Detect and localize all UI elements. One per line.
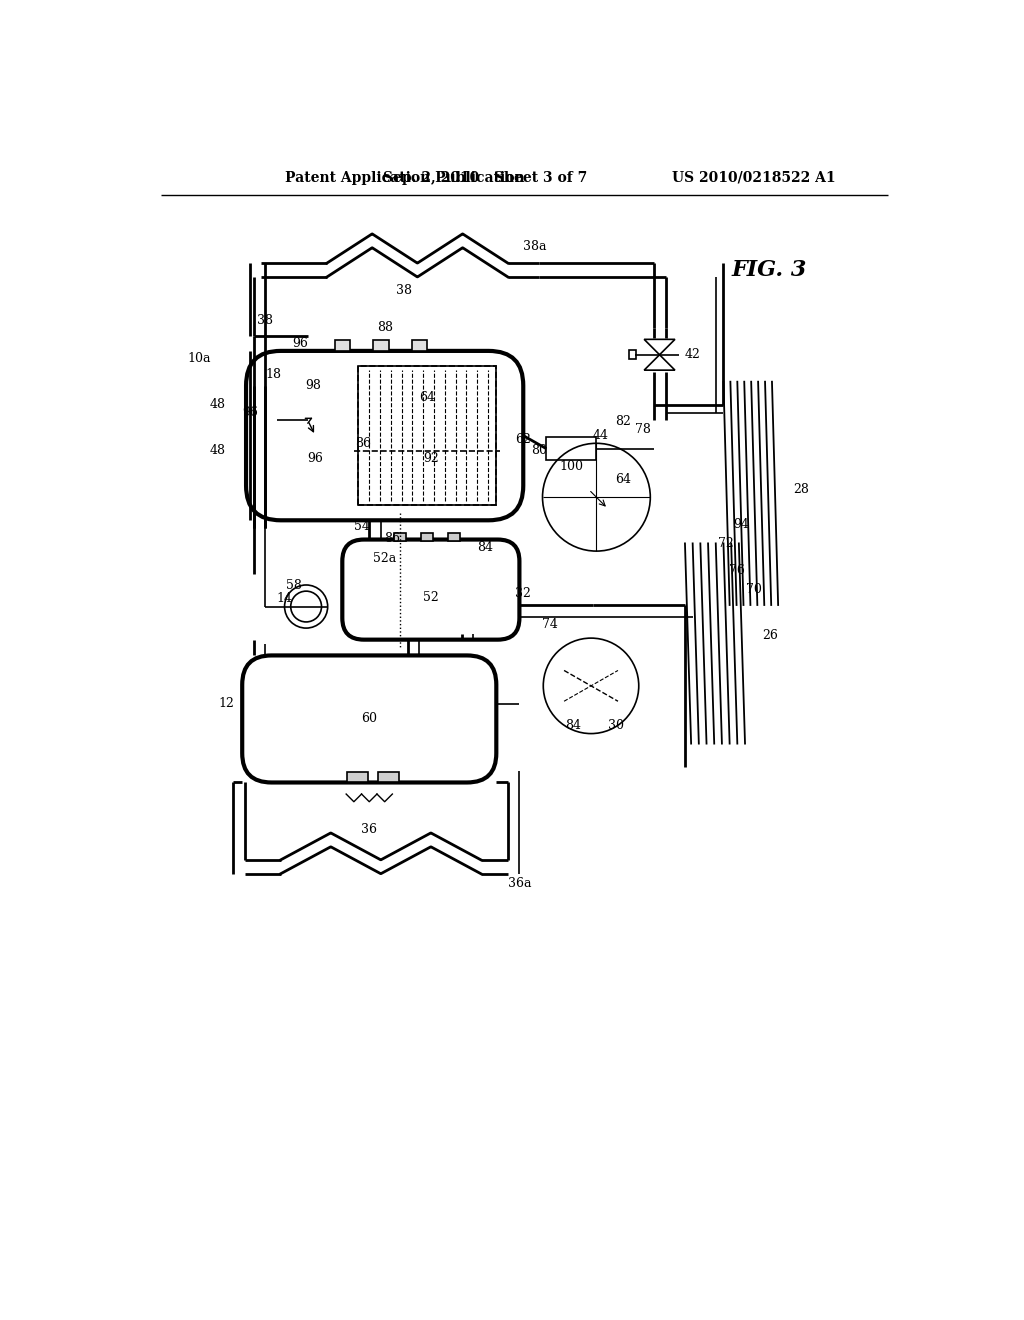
Bar — [412, 341, 427, 351]
Text: FIG. 3: FIG. 3 — [732, 259, 807, 281]
Text: 74: 74 — [543, 618, 558, 631]
Text: Patent Application Publication: Patent Application Publication — [285, 170, 524, 185]
Text: 58: 58 — [286, 579, 302, 593]
Text: 38: 38 — [396, 284, 412, 297]
Text: 48: 48 — [210, 445, 225, 458]
Text: 36a: 36a — [508, 878, 531, 890]
Text: 100: 100 — [559, 459, 583, 473]
Text: 96: 96 — [242, 407, 258, 418]
Text: 10a: 10a — [188, 352, 211, 366]
Text: 72: 72 — [718, 537, 733, 550]
Text: 54: 54 — [353, 520, 370, 533]
Text: 78: 78 — [635, 422, 650, 436]
Text: US 2010/0218522 A1: US 2010/0218522 A1 — [673, 170, 836, 185]
Bar — [421, 533, 433, 541]
Text: 98: 98 — [305, 379, 321, 392]
Text: 30: 30 — [607, 718, 624, 731]
Text: 64: 64 — [615, 473, 632, 486]
Bar — [357, 367, 497, 506]
Text: 94: 94 — [733, 517, 750, 531]
Text: 70: 70 — [746, 583, 762, 597]
Text: 28: 28 — [793, 483, 809, 496]
Bar — [378, 772, 399, 783]
Text: 76: 76 — [729, 564, 745, 577]
Text: 52: 52 — [423, 591, 438, 603]
Text: 82: 82 — [615, 416, 632, 428]
Text: 14: 14 — [276, 593, 293, 606]
Text: 88: 88 — [377, 321, 392, 334]
Text: 60: 60 — [361, 713, 377, 726]
Text: 12: 12 — [219, 697, 234, 710]
Text: 80: 80 — [530, 445, 547, 458]
Bar — [373, 341, 388, 351]
Text: 48: 48 — [210, 399, 225, 412]
Text: 36: 36 — [361, 824, 377, 837]
Bar — [394, 533, 407, 541]
Text: 38a: 38a — [523, 240, 547, 253]
Bar — [335, 341, 350, 351]
Text: 96: 96 — [292, 337, 308, 350]
Text: 86: 86 — [355, 437, 371, 450]
Text: 42: 42 — [685, 348, 700, 362]
Text: 64: 64 — [419, 391, 435, 404]
Text: 26: 26 — [762, 630, 778, 643]
Text: 18: 18 — [265, 367, 281, 380]
Text: 52a: 52a — [373, 552, 396, 565]
Text: 92: 92 — [423, 453, 438, 465]
Text: 38: 38 — [257, 314, 273, 326]
Text: Sep. 2, 2010   Sheet 3 of 7: Sep. 2, 2010 Sheet 3 of 7 — [383, 170, 587, 185]
Bar — [347, 772, 369, 783]
Text: 84: 84 — [477, 541, 493, 554]
Bar — [357, 367, 497, 506]
Bar — [629, 350, 637, 359]
Text: 32: 32 — [515, 587, 531, 601]
Text: 86: 86 — [384, 532, 400, 545]
Text: 84: 84 — [565, 718, 582, 731]
Bar — [547, 437, 596, 461]
Text: 62: 62 — [515, 433, 531, 446]
Text: 44: 44 — [592, 429, 608, 442]
Bar — [447, 533, 460, 541]
Text: 96: 96 — [307, 453, 324, 465]
